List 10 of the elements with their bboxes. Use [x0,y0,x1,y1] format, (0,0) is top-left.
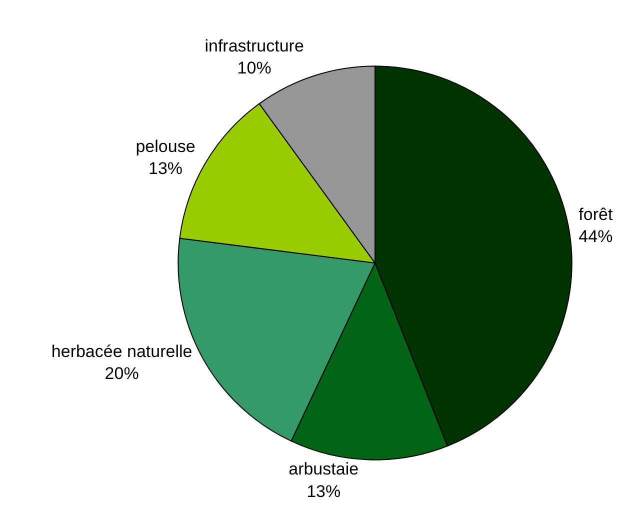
slice-label: pelouse [136,136,196,156]
slice-label: forêt [578,204,613,224]
slice-label: arbustaie [288,460,359,479]
slice-label: infrastructure [204,36,304,56]
data-label: 13% [148,158,183,178]
data-label: 10% [237,58,272,78]
slice-label: herbacée naturelle [51,342,192,362]
data-label: 20% [104,364,139,384]
data-label: 44% [578,226,613,246]
data-label: 13% [306,482,341,501]
